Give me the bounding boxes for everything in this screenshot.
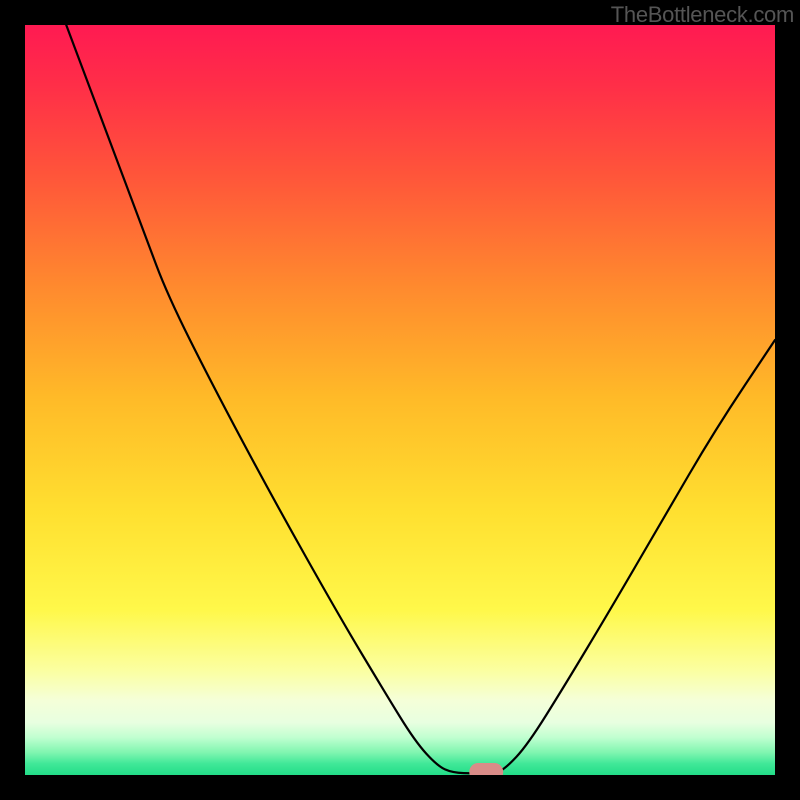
watermark-label: TheBottleneck.com bbox=[611, 2, 794, 28]
bottleneck-chart bbox=[0, 0, 800, 800]
chart-container: TheBottleneck.com bbox=[0, 0, 800, 800]
chart-background bbox=[25, 25, 775, 775]
